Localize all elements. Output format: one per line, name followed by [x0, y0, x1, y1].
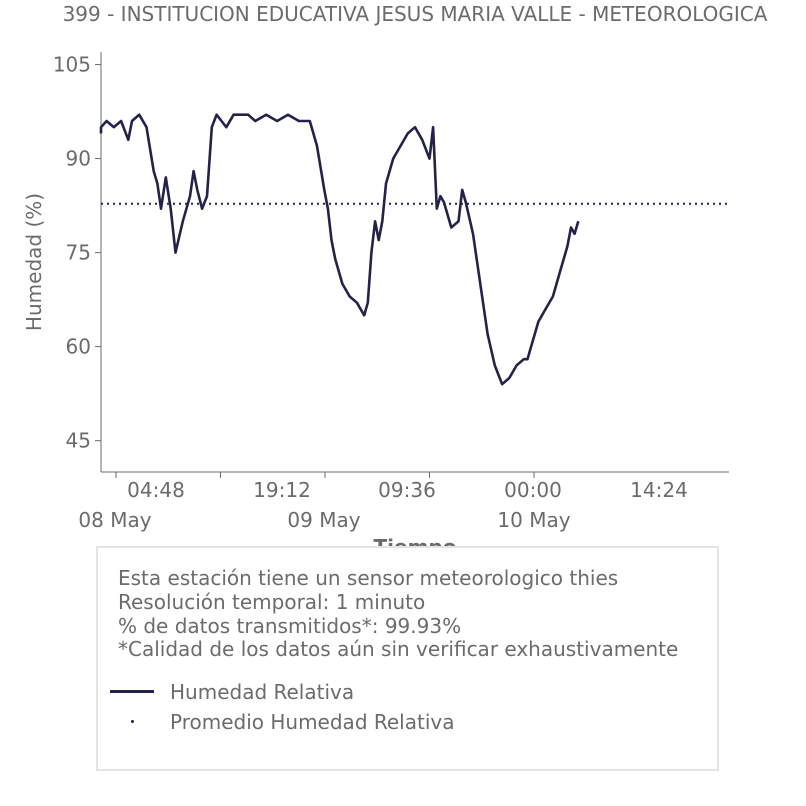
- humidity-chart: 399 - INSTITUCION EDUCATIVA JESUS MARIA …: [22, 2, 768, 546]
- legend-line-swatch: [110, 690, 154, 693]
- x-tick-label: 00:00: [504, 478, 562, 502]
- x-tick-label: 14:24: [630, 478, 688, 502]
- quality-note-text: *Calidad de los datos aún sin verificar …: [118, 637, 679, 661]
- y-tick-label: 105: [53, 53, 91, 77]
- transmitted-data-text: % de datos transmitidos*: 99.93%: [118, 614, 462, 638]
- x-tick-label: 04:48: [127, 478, 185, 502]
- y-axis-label: Humedad (%): [22, 193, 46, 331]
- x-date-label: 10 May: [497, 508, 570, 532]
- chart-title: 399 - INSTITUCION EDUCATIVA JESUS MARIA …: [63, 2, 768, 26]
- x-axis-label: Tiempo: [374, 535, 457, 546]
- info-box: Esta estación tiene un sensor meteorolog…: [96, 546, 719, 771]
- legend-dot-swatch: [131, 720, 134, 723]
- x-axis: 04:48 19:12 09:36 00:00 14:24 08 May 09 May 10 …: [78, 471, 729, 532]
- y-axis: 105 90 75 60 45: [53, 52, 102, 472]
- x-date-label: 09 May: [287, 508, 360, 532]
- y-tick-label: 60: [66, 335, 91, 359]
- x-tick-label: 09:36: [378, 478, 436, 502]
- y-tick-label: 90: [66, 147, 91, 171]
- x-date-label: 08 May: [78, 508, 151, 532]
- resolution-text: Resolución temporal: 1 minuto: [118, 590, 426, 614]
- y-tick-label: 45: [66, 429, 91, 453]
- humidity-series-line: [99, 113, 580, 386]
- legend-label-average: Promedio Humedad Relativa: [170, 710, 455, 734]
- station-sensor-text: Esta estación tiene un sensor meteorolog…: [118, 566, 619, 590]
- y-tick-label: 75: [66, 241, 91, 265]
- x-tick-label: 19:12: [253, 478, 311, 502]
- legend-label-humidity: Humedad Relativa: [170, 680, 355, 704]
